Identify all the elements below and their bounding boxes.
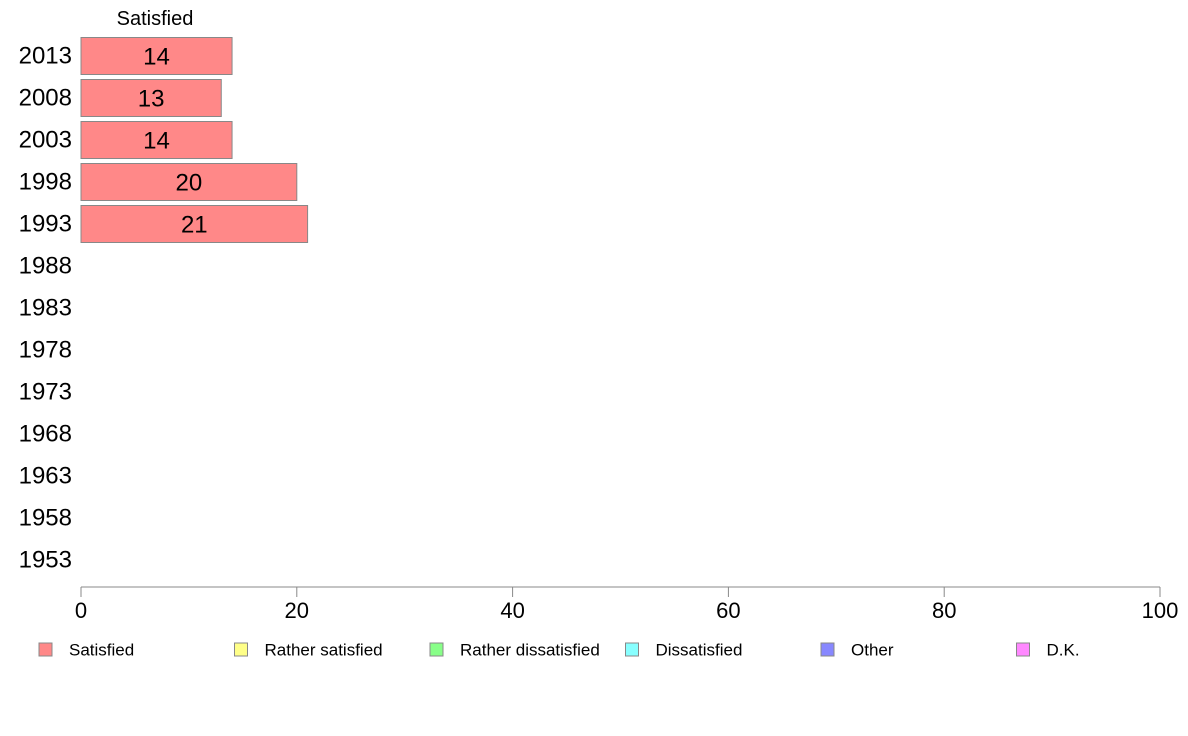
bar-value-label: 13 — [138, 86, 165, 113]
x-tick-label: 60 — [716, 598, 740, 623]
x-tick-label: 40 — [500, 598, 524, 623]
y-axis-label: 1953 — [19, 547, 72, 574]
legend-swatch — [1016, 642, 1030, 657]
y-axis-label: 2003 — [19, 127, 72, 154]
y-axis-label: 1998 — [19, 169, 72, 196]
x-tick-label: 80 — [932, 598, 956, 623]
bar — [80, 79, 222, 117]
bar-value-label: 20 — [176, 170, 203, 197]
legend-label: Satisfied — [69, 641, 134, 660]
bar-value-label: 21 — [181, 212, 208, 239]
legend-label: Dissatisfied — [656, 641, 743, 660]
y-axis-label: 1988 — [19, 253, 72, 280]
legend-label: Other — [851, 641, 894, 660]
legend: Satisfied Rather satisfied Rather dissatis… — [38, 641, 1080, 660]
legend-label: D.K. — [1047, 641, 1080, 660]
bar — [80, 205, 309, 243]
legend-swatch — [38, 642, 53, 657]
x-axis-ticks: 0 20 40 60 80 100 — [75, 587, 1178, 623]
legend-swatch — [429, 642, 444, 657]
legend-swatch — [820, 642, 835, 657]
series-column-label: Satisfied — [117, 8, 194, 30]
bar-value-label: 14 — [143, 128, 170, 155]
y-axis-label: 1993 — [19, 211, 72, 238]
legend-swatch — [625, 642, 639, 657]
y-axis-label: 2008 — [19, 85, 72, 112]
legend-label: Rather dissatisfied — [460, 641, 600, 660]
y-axis-label: 1958 — [19, 505, 72, 532]
x-tick-label: 20 — [285, 598, 309, 623]
legend-label: Rather satisfied — [265, 641, 383, 660]
legend-swatch — [234, 642, 248, 657]
y-axis-label: 1973 — [19, 379, 72, 406]
x-tick-label: 100 — [1142, 598, 1179, 623]
y-axis-label: 1968 — [19, 421, 72, 448]
y-axis-label: 1978 — [19, 337, 72, 364]
bar-value-label: 14 — [143, 44, 170, 71]
y-axis-label: 1983 — [19, 295, 72, 322]
y-axis-labels: 2013 2008 2003 1998 1993 1988 1983 1978 1973 1968… — [19, 43, 72, 574]
y-axis-label: 1963 — [19, 463, 72, 490]
bar — [80, 163, 298, 201]
x-tick-label: 0 — [75, 598, 87, 623]
y-axis-label: 2013 — [19, 43, 72, 70]
bar — [80, 121, 233, 159]
bar — [80, 37, 233, 75]
